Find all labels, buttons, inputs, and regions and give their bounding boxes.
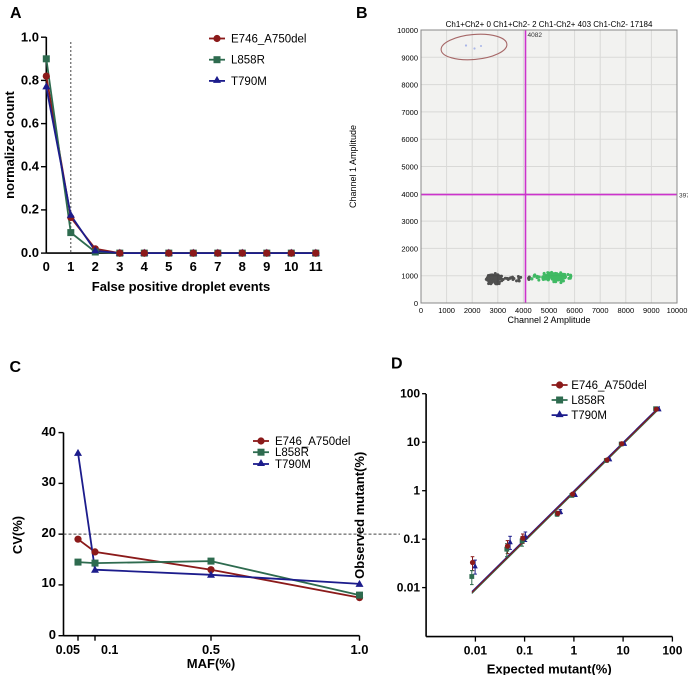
svg-text:T790M: T790M [231,76,267,88]
svg-text:E746_A750del: E746_A750del [275,436,350,448]
svg-text:0.5: 0.5 [202,642,220,657]
svg-text:9000: 9000 [643,306,660,315]
svg-text:L858R: L858R [275,447,309,459]
svg-text:B: B [356,5,368,22]
svg-text:CV(%): CV(%) [10,516,25,554]
svg-text:0.1: 0.1 [516,644,533,658]
svg-text:0: 0 [49,627,56,642]
svg-text:8000: 8000 [401,81,418,90]
svg-text:3: 3 [116,259,123,274]
svg-text:A: A [10,5,22,22]
svg-text:1.0: 1.0 [21,30,39,45]
svg-text:0.1: 0.1 [403,532,420,546]
svg-text:6000: 6000 [401,135,418,144]
svg-text:Channel 1 Amplitude: Channel 1 Amplitude [348,125,358,208]
svg-text:100: 100 [400,387,420,401]
svg-text:6000: 6000 [566,306,583,315]
svg-text:1: 1 [413,484,420,498]
svg-text:4082: 4082 [528,32,543,39]
svg-text:11: 11 [309,259,323,274]
svg-text:5000: 5000 [401,163,418,172]
svg-text:0.05: 0.05 [56,643,80,657]
svg-text:L858R: L858R [571,395,605,407]
svg-text:100: 100 [662,644,682,658]
svg-text:normalized count: normalized count [2,91,17,199]
svg-text:5: 5 [165,259,172,274]
svg-text:3000: 3000 [401,217,418,226]
svg-text:Channel 2 Amplitude: Channel 2 Amplitude [507,315,590,325]
svg-text:3000: 3000 [489,306,506,315]
svg-text:1: 1 [571,644,578,658]
svg-text:2: 2 [92,259,99,274]
svg-text:0.4: 0.4 [21,159,40,174]
svg-text:4000: 4000 [515,306,532,315]
svg-text:Expected mutant(%): Expected mutant(%) [487,662,612,675]
svg-text:5000: 5000 [541,306,558,315]
svg-text:20: 20 [42,525,56,540]
svg-text:False positive droplet events: False positive droplet events [92,279,270,294]
svg-text:1000: 1000 [401,272,418,281]
svg-text:2000: 2000 [401,244,418,253]
svg-text:10: 10 [616,644,630,658]
svg-text:10000: 10000 [667,306,688,315]
svg-text:0.6: 0.6 [21,116,39,131]
svg-text:4000: 4000 [401,190,418,199]
svg-text:L858R: L858R [231,55,265,67]
svg-text:0.0: 0.0 [21,245,39,260]
svg-text:Ch1+Ch2+ 0 Ch1+Ch2- 2 Ch1-Ch: Ch1+Ch2+ 0 Ch1+Ch2- 2 Ch1-Ch2+ 403 Ch1-C… [446,20,653,29]
svg-text:7000: 7000 [401,108,418,117]
svg-text:30: 30 [42,474,56,489]
svg-text:1: 1 [67,259,74,274]
svg-text:E746_A750del: E746_A750del [571,380,646,392]
svg-text:6: 6 [190,259,197,274]
svg-text:3971: 3971 [679,193,688,200]
svg-text:9: 9 [263,259,270,274]
svg-text:0: 0 [43,259,50,274]
svg-text:0.01: 0.01 [464,644,488,658]
svg-text:T790M: T790M [275,459,311,471]
svg-text:0.2: 0.2 [21,202,39,217]
svg-text:7000: 7000 [592,306,609,315]
svg-text:0: 0 [419,306,423,315]
svg-text:2000: 2000 [464,306,481,315]
svg-text:10: 10 [407,435,421,449]
svg-text:0.01: 0.01 [397,581,421,595]
svg-text:Observed mutant(%): Observed mutant(%) [352,452,367,579]
svg-text:1000: 1000 [438,306,455,315]
svg-text:T790M: T790M [571,410,607,422]
svg-text:C: C [10,359,22,376]
svg-text:D: D [391,356,403,373]
svg-text:9000: 9000 [401,53,418,62]
svg-text:10: 10 [284,259,298,274]
svg-text:0.1: 0.1 [101,643,118,657]
svg-text:40: 40 [42,424,56,439]
svg-text:7: 7 [214,259,221,274]
svg-text:0.8: 0.8 [21,73,39,88]
svg-text:E746_A750del: E746_A750del [231,34,306,46]
svg-text:8: 8 [239,259,246,274]
svg-text:8000: 8000 [617,306,634,315]
svg-text:10: 10 [42,575,56,590]
svg-text:4: 4 [141,259,149,274]
svg-text:10000: 10000 [397,26,418,35]
svg-text:0: 0 [414,299,418,308]
